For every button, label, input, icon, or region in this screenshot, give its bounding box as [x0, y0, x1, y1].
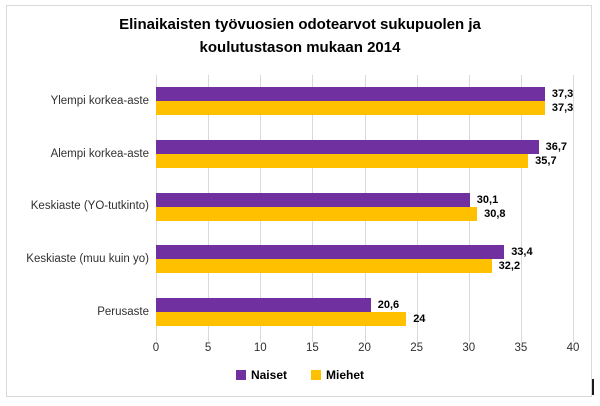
- value-label-miehet-0: 37,3: [551, 102, 574, 115]
- value-label-naiset-2: 30,1: [476, 193, 499, 206]
- x-tick-label-20: 20: [358, 342, 371, 354]
- x-tick-label-0: 0: [152, 342, 160, 354]
- legend-item-naiset: Naiset: [235, 368, 287, 382]
- value-label-miehet-2: 30,8: [484, 207, 506, 220]
- x-tick-label-10: 10: [253, 342, 267, 354]
- category-label-3: Keskiaste (muu kuin yo): [26, 253, 149, 266]
- value-label-naiset-4: 20,6: [377, 298, 400, 311]
- bar-miehet-1: [156, 153, 529, 168]
- x-tick-label-25: 25: [410, 342, 424, 354]
- category-label-4: Perusaste: [97, 305, 149, 318]
- category-label-2: Keskiaste (YO-tutkinto): [30, 200, 149, 213]
- gridline: [520, 75, 522, 342]
- bar-miehet-0: [156, 101, 545, 116]
- value-axis: 0 5 10 15 20 25 30 35 40: [152, 342, 580, 356]
- category-label-1: Alempi korkea-aste: [50, 147, 149, 160]
- chart-title: Elinaikaisten työvuosien odotearvot suku…: [119, 16, 481, 56]
- x-tick-label-30: 30: [462, 342, 476, 354]
- x-tick-label-15: 15: [305, 342, 319, 354]
- value-label-naiset-0: 37,3: [551, 88, 574, 101]
- value-label-miehet-4: 24: [413, 312, 426, 325]
- value-label-naiset-3: 33,4: [511, 246, 533, 259]
- legend-swatch-miehet: [311, 370, 321, 380]
- text-cursor: [592, 379, 594, 395]
- bar-naiset-0: [156, 87, 545, 102]
- bar-miehet-4: [156, 311, 407, 326]
- legend-item-miehet: Miehet: [311, 368, 364, 382]
- gridline: [573, 75, 574, 342]
- bar-naiset-2: [156, 192, 470, 207]
- legend-label: Miehet: [326, 368, 365, 382]
- legend-label: Naiset: [250, 368, 287, 382]
- x-tick-label-35: 35: [514, 342, 528, 354]
- bar-naiset-1: [156, 139, 539, 154]
- category-label-0: Ylempi korkea-aste: [50, 95, 149, 108]
- value-label-miehet-3: 32,2: [498, 260, 521, 273]
- value-label-miehet-1: 35,7: [535, 154, 557, 167]
- value-label-naiset-1: 36,7: [545, 140, 568, 153]
- legend-swatch-naiset: [235, 370, 246, 380]
- x-tick-label-40: 40: [566, 342, 580, 354]
- bar-miehet-3: [156, 259, 492, 274]
- bar-naiset-4: [156, 297, 371, 312]
- bar-naiset-3: [156, 245, 505, 260]
- plot-area: 37,3 37,3 36,7 35,7 30,1 30,8 33,4 32,2 20,6 24: [156, 75, 574, 342]
- bar-miehet-2: [156, 206, 478, 221]
- x-tick-label-5: 5: [204, 342, 212, 354]
- legend: Naiset Miehet: [0, 368, 600, 382]
